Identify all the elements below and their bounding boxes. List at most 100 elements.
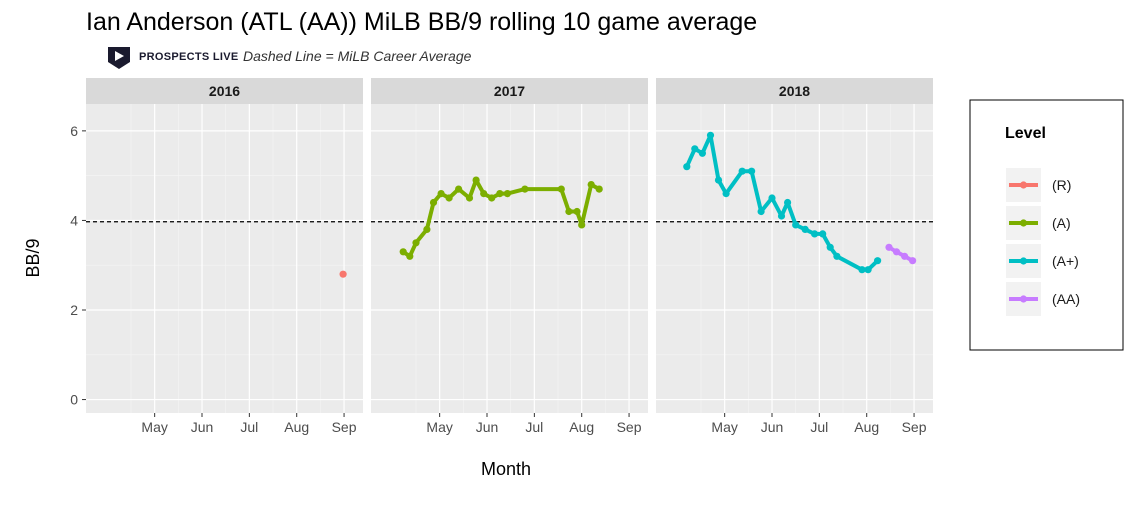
data-point: [698, 149, 707, 157]
data-point: [714, 176, 723, 184]
legend-title: Level: [1005, 125, 1046, 142]
data-point: [480, 190, 488, 198]
brand-name: PROSPECTS LIVE: [139, 51, 239, 63]
brand-logo: PROSPECTS LIVE: [108, 47, 239, 69]
data-point: [445, 194, 453, 202]
y-tick-label: 6: [70, 123, 78, 139]
data-point: [578, 221, 586, 229]
legend-key-point: [1019, 257, 1028, 265]
y-tick-label: 4: [70, 212, 78, 228]
legend-key-point: [1019, 181, 1028, 189]
legend-box: [969, 99, 1124, 351]
x-tick-label: Jul: [240, 419, 258, 435]
series-2017-a: [399, 176, 603, 260]
legend-label: (A+): [1052, 253, 1079, 269]
x-tick-label: Aug: [569, 419, 594, 435]
data-point: [885, 243, 893, 251]
panel-2017: 2017 May Jun Jul Aug Sep: [371, 78, 648, 435]
strip-bg-2017: [371, 78, 648, 104]
data-point: [801, 225, 809, 233]
x-tick-label: Jun: [761, 419, 784, 435]
strip-label-2018: 2018: [779, 83, 810, 99]
data-point: [792, 221, 800, 229]
legend-item-a: (A): [1006, 206, 1071, 240]
data-point: [437, 190, 445, 198]
data-point: [819, 230, 827, 238]
legend-item-a: (A+): [1006, 244, 1079, 278]
y-axis: 0 2 4 6: [70, 123, 86, 408]
data-point: [521, 185, 529, 193]
strip-bg-2018: [656, 78, 933, 104]
x-tick-label: Jul: [525, 419, 543, 435]
legend-label: (A): [1052, 215, 1071, 231]
data-point: [757, 207, 765, 216]
chart-subtitle: Dashed Line = MiLB Career Average: [243, 48, 472, 64]
y-tick-label: 2: [70, 302, 78, 318]
data-point: [406, 252, 414, 260]
x-tick-label: May: [711, 419, 737, 435]
data-point: [784, 198, 792, 207]
x-tick-label: Jul: [810, 419, 828, 435]
data-point: [557, 185, 565, 193]
data-point: [587, 181, 595, 189]
x-tick-label: Aug: [284, 419, 309, 435]
x-tick-label: May: [426, 419, 452, 435]
data-point: [429, 198, 438, 207]
data-point: [472, 176, 480, 184]
data-point: [738, 167, 746, 175]
series-2018-aa: [885, 243, 917, 265]
panel-bg-2016: [86, 104, 363, 413]
data-point: [339, 270, 347, 278]
legend-item-aa: (AA): [1006, 282, 1080, 316]
data-point: [722, 190, 730, 198]
y-axis-title: BB/9: [23, 238, 43, 277]
data-point: [399, 248, 407, 256]
legend-item-r: (R): [1006, 168, 1071, 202]
data-point: [465, 194, 474, 202]
panel-bg-2017: [371, 104, 648, 413]
x-tick-label: Aug: [854, 419, 879, 435]
x-tick-label: Jun: [191, 419, 214, 435]
data-point: [858, 266, 866, 274]
panel-2018: 2018 May Jun Jul Aug Sep: [656, 78, 933, 435]
data-point: [892, 248, 901, 256]
data-point: [706, 131, 715, 139]
legend-items: (R) (A) (A+) (AA): [1006, 168, 1080, 316]
play-icon: [115, 51, 124, 61]
data-point: [455, 185, 463, 193]
x-axis-title: Month: [481, 459, 531, 479]
series-line: [887, 245, 915, 263]
data-point: [833, 252, 841, 260]
data-point: [748, 167, 756, 175]
data-point: [768, 194, 776, 202]
data-point: [565, 207, 573, 216]
data-point: [595, 185, 603, 193]
data-point: [777, 212, 786, 220]
strip-label-2017: 2017: [494, 83, 525, 99]
panel-2016: 2016 May Jun Jul Aug Sep: [86, 78, 363, 435]
x-tick-label: Sep: [617, 419, 642, 435]
data-point: [874, 257, 882, 265]
data-point: [901, 252, 909, 260]
x-tick-label: Jun: [476, 419, 499, 435]
legend: Level (R) (A) (A+) (AA): [969, 99, 1124, 351]
x-tick-label: Sep: [332, 419, 357, 435]
data-point: [864, 266, 872, 274]
legend-label: (AA): [1052, 291, 1080, 307]
data-point: [683, 163, 691, 171]
data-point: [691, 145, 699, 153]
data-point: [811, 230, 819, 238]
data-point: [423, 225, 431, 233]
data-point: [826, 243, 834, 251]
strip-bg-2016: [86, 78, 363, 104]
y-tick-label: 0: [70, 392, 78, 408]
legend-label: (R): [1052, 177, 1071, 193]
legend-key-point: [1019, 219, 1028, 227]
series-2018-a: [683, 131, 882, 274]
x-tick-label: May: [141, 419, 167, 435]
data-point: [412, 239, 420, 247]
data-point: [496, 190, 504, 198]
